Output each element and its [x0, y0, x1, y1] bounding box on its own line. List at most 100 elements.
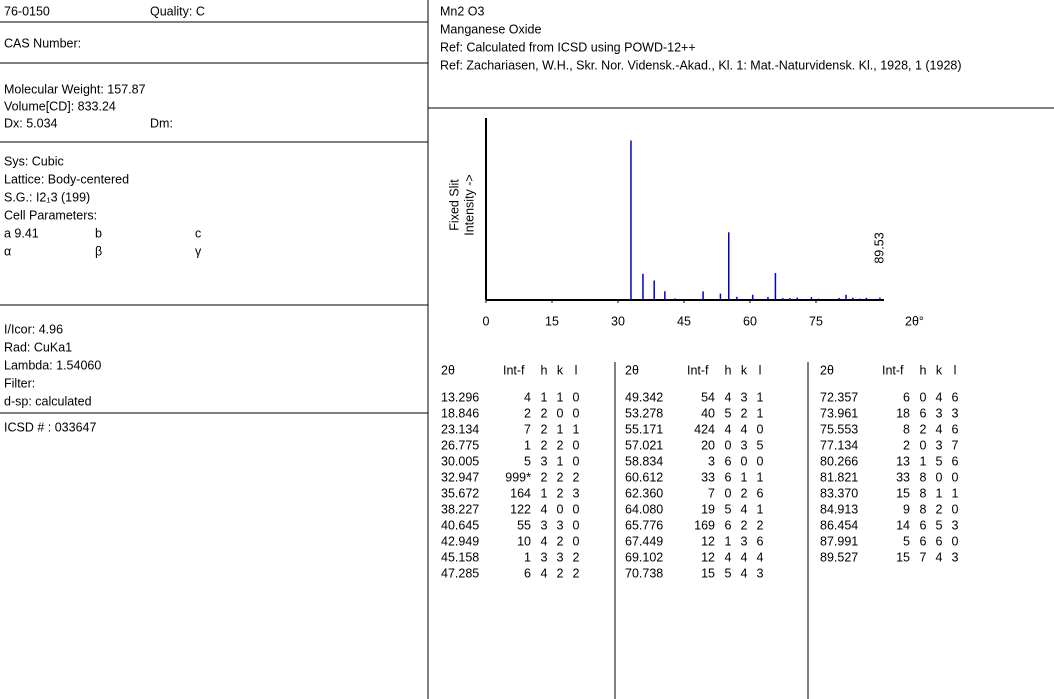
table-cell: 33	[701, 470, 715, 484]
table-cell: 15	[701, 566, 715, 580]
table-cell: 6	[920, 534, 927, 548]
table-cell: 0	[936, 470, 943, 484]
table-cell: 3	[741, 534, 748, 548]
table-cell: 3	[936, 406, 943, 420]
table-cell: 5	[936, 518, 943, 532]
table-cell: 8	[920, 502, 927, 516]
table-cell: 6	[952, 454, 959, 468]
radiation: Rad: CuKa1	[4, 340, 72, 354]
table-cell: 0	[952, 502, 959, 516]
table-cell: 0	[573, 518, 580, 532]
table-cell: 164	[510, 486, 531, 500]
table-cell: 55.171	[625, 422, 663, 436]
table-cell: 2	[936, 502, 943, 516]
table-cell: 83.370	[820, 486, 858, 500]
table-cell: 81.821	[820, 470, 858, 484]
cell-a: a 9.41	[4, 226, 39, 240]
table-cell: 2	[757, 518, 764, 532]
table-cell: 5	[725, 406, 732, 420]
table-cell: 4	[741, 502, 748, 516]
table-cell: 4	[725, 390, 732, 404]
table-cell: 1	[573, 422, 580, 436]
table-cell: 3	[708, 454, 715, 468]
table-cell: 2	[557, 438, 564, 452]
table-cell: 0	[952, 470, 959, 484]
x-tick-label: 45	[677, 314, 691, 328]
cell-b: b	[95, 226, 102, 240]
table-cell: 0	[573, 438, 580, 452]
table-cell: 8	[920, 470, 927, 484]
cell-parameters: Cell Parameters:	[4, 208, 97, 222]
column-header: Int-f	[882, 363, 904, 377]
table-cell: 4	[541, 502, 548, 516]
table-cell: 4	[757, 550, 764, 564]
table-cell: 35.672	[441, 486, 479, 500]
table-cell: 13	[896, 454, 910, 468]
column-header: 2θ	[820, 363, 834, 377]
table-cell: 0	[573, 534, 580, 548]
table-cell: 0	[573, 502, 580, 516]
table-cell: 3	[557, 518, 564, 532]
table-cell: 1	[725, 534, 732, 548]
column-header: h	[541, 363, 548, 377]
table-cell: 6	[757, 534, 764, 548]
table-cell: 1	[524, 550, 531, 564]
x-axis-label: 2θ°	[905, 314, 924, 328]
table-cell: 2	[524, 406, 531, 420]
column-header: k	[936, 363, 943, 377]
reference: Ref: Calculated from ICSD using POWD-12+…	[440, 40, 696, 54]
table-cell: 2	[741, 406, 748, 420]
quality: Quality: C	[150, 4, 205, 18]
table-cell: 1	[741, 470, 748, 484]
column-header: l	[575, 363, 578, 377]
icor: I/Icor: 4.96	[4, 322, 63, 336]
cell-beta: β	[95, 244, 102, 258]
table-cell: 6	[920, 518, 927, 532]
table-cell: 7	[524, 422, 531, 436]
pdf-number: 76-0150	[4, 4, 50, 18]
table-cell: 4	[741, 550, 748, 564]
table-cell: 999*	[505, 470, 531, 484]
table-cell: 89.527	[820, 550, 858, 564]
table-cell: 3	[741, 390, 748, 404]
table-cell: 69.102	[625, 550, 663, 564]
table-cell: 1	[557, 454, 564, 468]
table-cell: 1	[541, 486, 548, 500]
cell-c: c	[195, 226, 201, 240]
table-cell: 0	[725, 438, 732, 452]
table-cell: 70.738	[625, 566, 663, 580]
table-cell: 73.961	[820, 406, 858, 420]
table-cell: 0	[757, 422, 764, 436]
wavelength: Lambda: 1.54060	[4, 358, 101, 372]
table-cell: 6	[952, 422, 959, 436]
table-cell: 3	[936, 438, 943, 452]
peak-annotation: 89.53	[872, 232, 886, 263]
table-cell: 75.553	[820, 422, 858, 436]
table-cell: 20	[701, 438, 715, 452]
table-cell: 0	[741, 454, 748, 468]
formula: Mn2 O3	[440, 4, 485, 18]
table-cell: 13.296	[441, 390, 479, 404]
density-dm: Dm:	[150, 116, 173, 130]
table-cell: 169	[694, 518, 715, 532]
column-header: k	[557, 363, 564, 377]
table-cell: 5	[524, 454, 531, 468]
table-cell: 2	[557, 566, 564, 580]
table-cell: 2	[541, 422, 548, 436]
table-cell: 4	[524, 390, 531, 404]
density-dx: Dx: 5.034	[4, 116, 58, 130]
compound-name: Manganese Oxide	[440, 22, 542, 36]
table-cell: 6	[524, 566, 531, 580]
column-header: h	[725, 363, 732, 377]
table-cell: 2	[557, 470, 564, 484]
table-cell: 2	[557, 534, 564, 548]
cell-alpha: α	[4, 244, 11, 258]
table-cell: 8	[903, 422, 910, 436]
table-cell: 0	[557, 406, 564, 420]
column-header: 2θ	[625, 363, 639, 377]
table-cell: 0	[757, 454, 764, 468]
table-cell: 2	[573, 566, 580, 580]
lattice: Lattice: Body-centered	[4, 172, 129, 186]
column-header: l	[759, 363, 762, 377]
